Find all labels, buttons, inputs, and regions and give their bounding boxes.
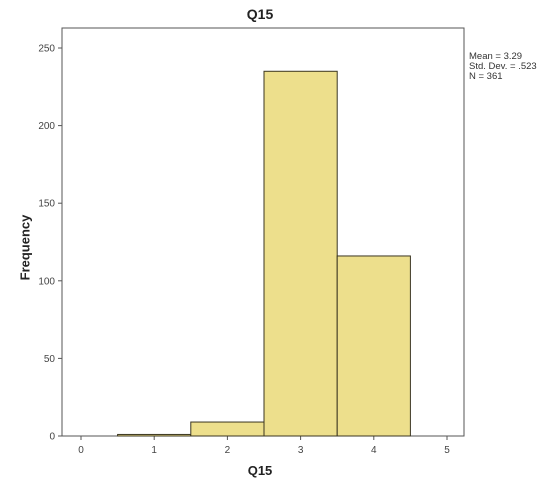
y-tick-label: 150: [38, 199, 55, 210]
y-tick-label: 0: [49, 432, 55, 443]
x-tick-label: 3: [298, 445, 304, 456]
histogram-bar: [117, 433, 192, 437]
x-tick-label: 0: [78, 445, 84, 456]
histogram-bar: [263, 70, 338, 437]
histogram-bar: [336, 255, 411, 437]
stats-std-dev: Std. Dev. = .523: [469, 61, 537, 72]
x-tick-label: 2: [225, 445, 231, 456]
y-tick-label: 100: [38, 276, 55, 287]
y-tick-label: 200: [38, 121, 55, 132]
y-tick-label: 50: [44, 354, 56, 365]
stats-n: N = 361: [469, 71, 503, 82]
chart-title: Q15: [246, 6, 274, 22]
stats-mean: Mean = 3.29: [469, 51, 523, 62]
stats-legend: Mean = 3.29 Std. Dev. = .523 N = 361: [469, 52, 537, 82]
histogram-bar: [190, 421, 265, 437]
y-tick-label: 250: [38, 44, 55, 55]
x-axis-title: Q15: [247, 463, 273, 478]
x-tick-label: 1: [151, 445, 157, 456]
x-tick-label: 5: [444, 445, 450, 456]
x-tick-label: 4: [371, 445, 377, 456]
